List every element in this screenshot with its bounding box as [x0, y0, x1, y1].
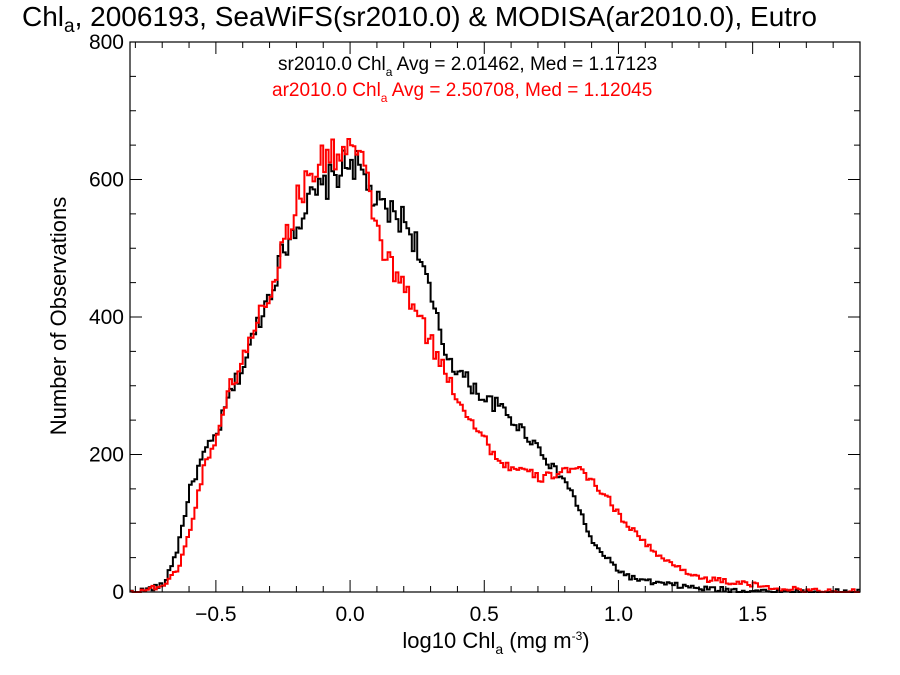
x-tick-label: 0.0 — [335, 603, 364, 626]
x-tick-label: −0.5 — [195, 603, 236, 626]
ticks-layer: −0.5 0.0 0.5 1.0 1.5 0 200 400 600 800 — [89, 31, 860, 626]
y-tick-label: 0 — [112, 581, 124, 604]
plot-frame — [129, 41, 861, 593]
y-tick-label: 800 — [89, 31, 124, 54]
series-layer — [130, 138, 860, 593]
x-tick-label: 1.5 — [738, 603, 767, 626]
x-tick-label: 1.0 — [604, 603, 633, 626]
legend-entry-ar2010: ar2010.0 Chla Avg = 2.50708, Med = 1.120… — [272, 80, 652, 105]
y-axis-label: Number of Observations — [46, 197, 71, 435]
legend-entry-sr2010: sr2010.0 Chla Avg = 2.01462, Med = 1.171… — [278, 54, 657, 79]
y-tick-label: 400 — [89, 306, 124, 329]
chart-title: Chla, 2006193, SeaWiFS(sr2010.0) & MODIS… — [22, 1, 817, 37]
series-line-ar2010.0 — [130, 138, 860, 593]
x-tick-label: 0.5 — [470, 603, 499, 626]
x-axis-label: log10 Chla (mg m-3) — [402, 628, 589, 657]
y-tick-label: 600 — [89, 169, 124, 192]
y-tick-label: 200 — [89, 444, 124, 467]
